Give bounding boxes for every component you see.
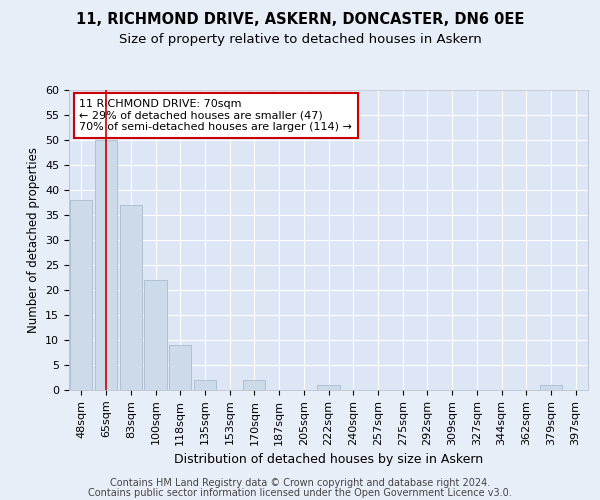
Bar <box>243 380 265 390</box>
Y-axis label: Number of detached properties: Number of detached properties <box>26 147 40 333</box>
Bar <box>194 380 216 390</box>
Bar <box>540 385 562 390</box>
Bar <box>145 280 167 390</box>
Text: 11 RICHMOND DRIVE: 70sqm
← 29% of detached houses are smaller (47)
70% of semi-d: 11 RICHMOND DRIVE: 70sqm ← 29% of detach… <box>79 99 352 132</box>
Bar <box>169 345 191 390</box>
Text: 11, RICHMOND DRIVE, ASKERN, DONCASTER, DN6 0EE: 11, RICHMOND DRIVE, ASKERN, DONCASTER, D… <box>76 12 524 28</box>
X-axis label: Distribution of detached houses by size in Askern: Distribution of detached houses by size … <box>174 453 483 466</box>
Text: Contains HM Land Registry data © Crown copyright and database right 2024.: Contains HM Land Registry data © Crown c… <box>110 478 490 488</box>
Text: Size of property relative to detached houses in Askern: Size of property relative to detached ho… <box>119 32 481 46</box>
Text: Contains public sector information licensed under the Open Government Licence v3: Contains public sector information licen… <box>88 488 512 498</box>
Bar <box>70 200 92 390</box>
Bar <box>119 205 142 390</box>
Bar <box>95 140 117 390</box>
Bar <box>317 385 340 390</box>
